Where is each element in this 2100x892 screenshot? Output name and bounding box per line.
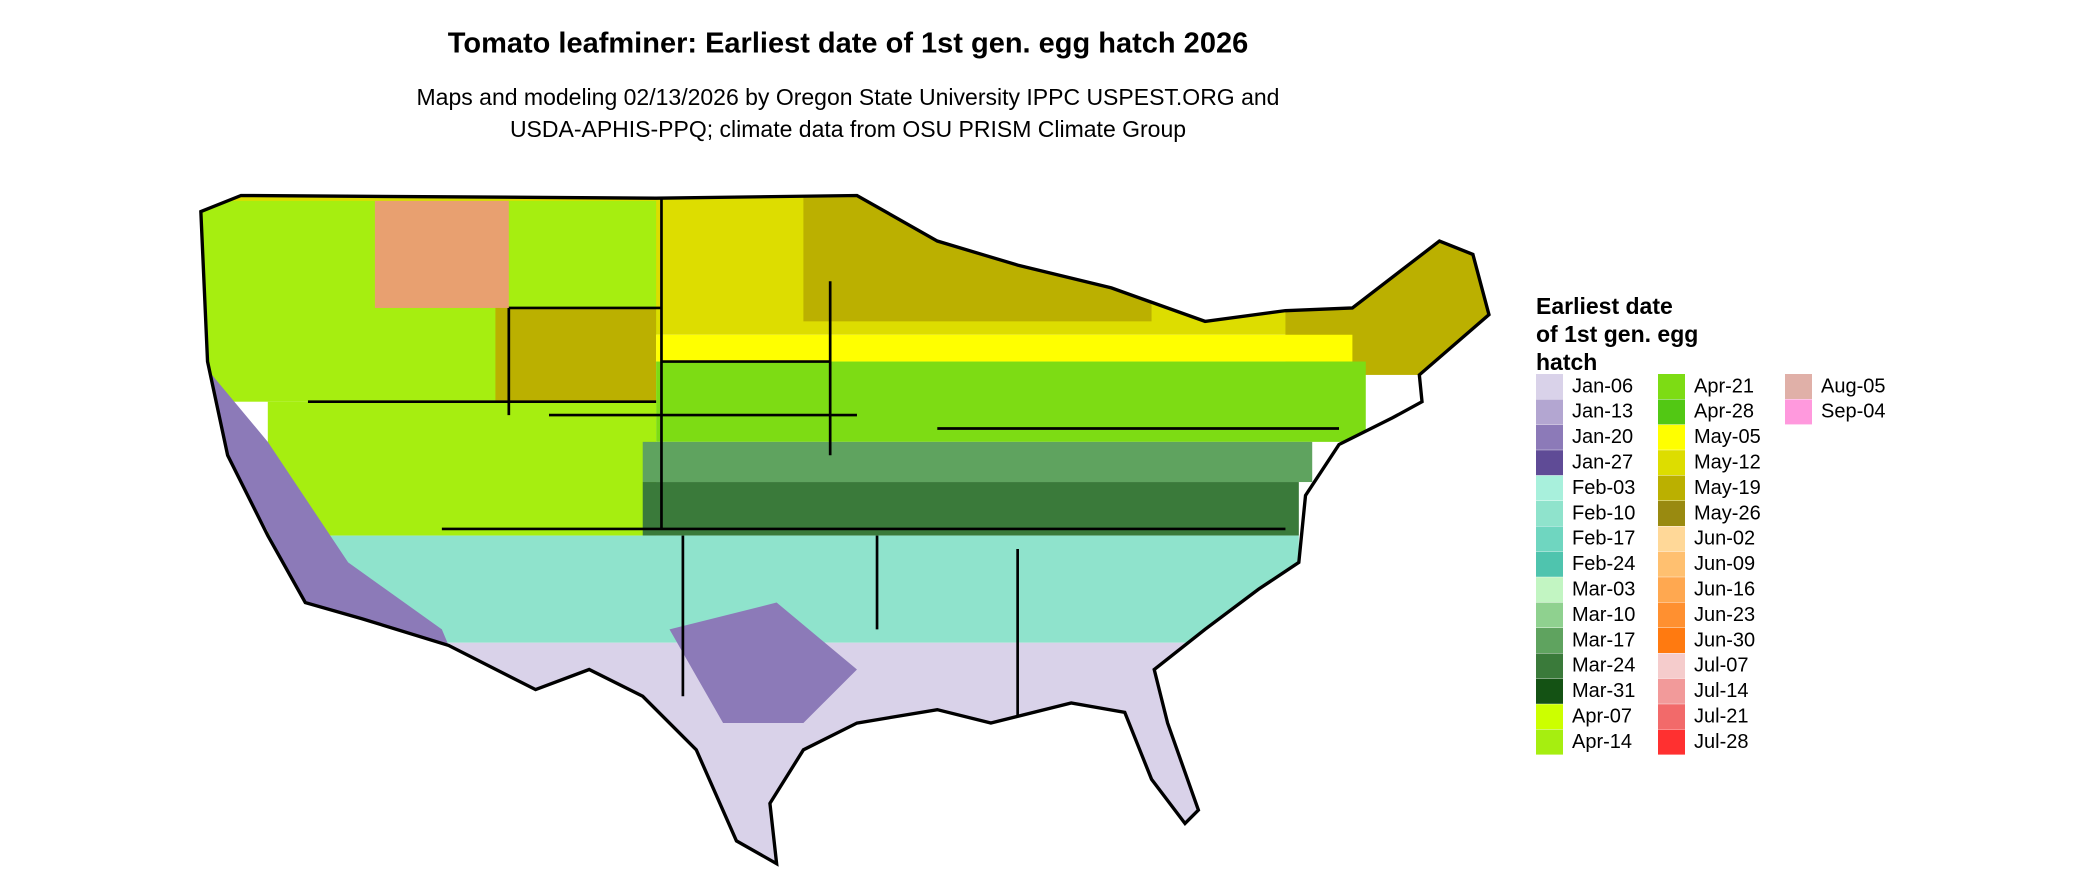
legend-label: Apr-21 xyxy=(1694,375,1754,397)
legend-swatch xyxy=(1536,450,1563,476)
legend-label: Feb-03 xyxy=(1572,477,1635,499)
legend-label: Feb-17 xyxy=(1572,528,1635,550)
legend-swatch xyxy=(1658,501,1685,526)
legend-title: hatch xyxy=(1536,349,1597,375)
legend-label: Jun-30 xyxy=(1694,629,1755,651)
legend-label: Jan-27 xyxy=(1572,451,1633,473)
legend-label: Feb-24 xyxy=(1572,553,1635,575)
legend-swatch xyxy=(1536,526,1563,552)
legend-label: Jan-13 xyxy=(1572,401,1633,423)
title: Tomato leafminer: Earliest date of 1st g… xyxy=(448,28,1248,60)
legend-swatch xyxy=(1658,628,1685,653)
legend-swatch xyxy=(1658,399,1685,425)
legend-swatch xyxy=(1536,577,1563,603)
legend-swatch xyxy=(1536,501,1563,526)
legend-swatch xyxy=(1536,628,1563,653)
legend-label: Apr-07 xyxy=(1572,705,1632,727)
legend-swatch xyxy=(1658,653,1685,679)
legend-swatch xyxy=(1536,424,1563,450)
legend-swatch xyxy=(1536,602,1563,628)
legend-label: Mar-24 xyxy=(1572,655,1635,677)
legend-label: Mar-17 xyxy=(1572,629,1635,651)
legend-label: May-26 xyxy=(1694,502,1761,524)
legend-swatch xyxy=(1536,729,1563,755)
legend-label: May-12 xyxy=(1694,451,1761,473)
legend-swatch xyxy=(1658,526,1685,552)
legend-label: Jun-23 xyxy=(1694,604,1755,626)
legend-swatch xyxy=(1658,577,1685,603)
legend-label: Jul-21 xyxy=(1694,705,1748,727)
legend-swatch xyxy=(1536,399,1563,425)
legend-label: Apr-14 xyxy=(1572,731,1632,753)
legend-swatch xyxy=(1658,424,1685,450)
legend-label: Jun-09 xyxy=(1694,553,1755,575)
legend-swatch xyxy=(1785,399,1812,425)
legend-label: Aug-05 xyxy=(1821,375,1886,397)
legend-label: Jul-28 xyxy=(1694,731,1748,753)
map-fill xyxy=(200,195,1489,864)
legend-swatch xyxy=(1658,678,1685,704)
legend-swatch xyxy=(1658,450,1685,476)
legend-label: Jun-02 xyxy=(1694,528,1755,550)
legend-swatch xyxy=(1536,678,1563,704)
legend-swatch xyxy=(1536,704,1563,730)
legend-swatch xyxy=(1658,475,1685,501)
legend-title: of 1st gen. egg xyxy=(1536,321,1698,347)
country-outline xyxy=(199,193,1491,867)
state-lines xyxy=(307,198,1339,717)
legend-swatch xyxy=(1536,653,1563,679)
legend-label: Feb-10 xyxy=(1572,502,1635,524)
legend-label: Sep-04 xyxy=(1821,401,1886,423)
legend-swatch xyxy=(1785,374,1812,399)
legend-swatch xyxy=(1536,551,1563,577)
legend-label: Jan-06 xyxy=(1572,375,1633,397)
legend-title: Earliest date xyxy=(1536,293,1673,319)
subtitle: Maps and modeling 02/13/2026 by Oregon S… xyxy=(417,84,1280,110)
subtitle: USDA-APHIS-PPQ; climate data from OSU PR… xyxy=(510,116,1186,142)
legend-label: Mar-10 xyxy=(1572,604,1635,626)
legend-swatch xyxy=(1658,374,1685,399)
legend-swatch xyxy=(1658,729,1685,755)
legend-label: Jun-16 xyxy=(1694,578,1755,600)
legend-label: Mar-03 xyxy=(1572,578,1635,600)
legend-label: May-19 xyxy=(1694,477,1761,499)
legend-swatch xyxy=(1658,602,1685,628)
legend-swatch xyxy=(1536,475,1563,501)
legend-swatch xyxy=(1658,704,1685,730)
legend-swatch xyxy=(1658,551,1685,577)
legend-swatch xyxy=(1536,374,1563,399)
legend-label: Jul-07 xyxy=(1694,655,1748,677)
map xyxy=(199,193,1491,867)
legend-label: May-05 xyxy=(1694,426,1761,448)
legend-label: Jul-14 xyxy=(1694,680,1748,702)
legend-label: Apr-28 xyxy=(1694,401,1754,423)
legend-label: Mar-31 xyxy=(1572,680,1635,702)
legend-label: Jan-20 xyxy=(1572,426,1633,448)
